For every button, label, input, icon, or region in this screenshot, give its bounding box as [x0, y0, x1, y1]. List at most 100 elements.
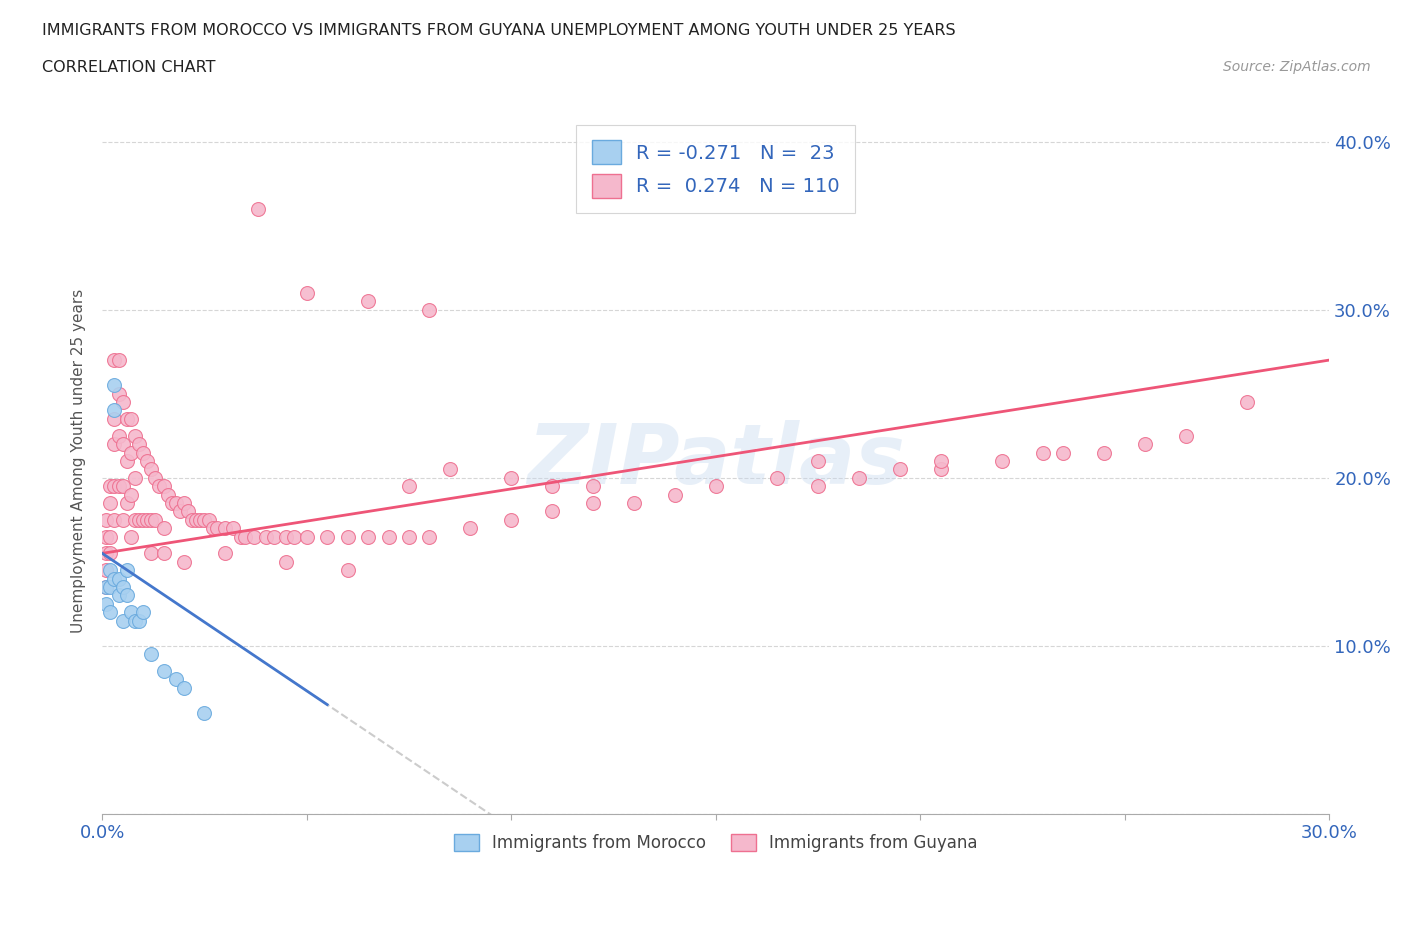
Point: [254, 529, 277, 544]
Point: [115, 411, 138, 426]
Point: [439, 462, 461, 477]
Point: [152, 521, 174, 536]
Point: [704, 479, 727, 494]
Point: [173, 554, 195, 569]
Point: [165, 672, 187, 687]
Point: [1092, 445, 1115, 460]
Point: [541, 504, 564, 519]
Point: [145, 471, 167, 485]
Point: [460, 521, 482, 536]
Point: [214, 521, 236, 536]
Text: CORRELATION CHART: CORRELATION CHART: [42, 60, 215, 75]
Point: [418, 529, 440, 544]
Point: [222, 521, 245, 536]
Point: [96, 563, 118, 578]
Point: [1236, 394, 1258, 409]
Point: [664, 487, 686, 502]
Point: [124, 428, 146, 443]
Point: [193, 706, 215, 721]
Point: [205, 521, 228, 536]
Point: [103, 437, 125, 452]
Point: [103, 512, 125, 527]
Point: [848, 471, 870, 485]
Text: Source: ZipAtlas.com: Source: ZipAtlas.com: [1223, 60, 1371, 74]
Point: [141, 546, 163, 561]
Point: [190, 512, 212, 527]
Point: [145, 512, 167, 527]
Point: [807, 454, 830, 469]
Point: [152, 663, 174, 678]
Point: [103, 571, 125, 586]
Point: [169, 504, 191, 519]
Point: [100, 546, 122, 561]
Point: [96, 579, 118, 594]
Point: [418, 302, 440, 317]
Point: [96, 512, 118, 527]
Point: [141, 462, 163, 477]
Point: [120, 487, 142, 502]
Point: [107, 386, 129, 401]
Point: [111, 479, 134, 494]
Point: [132, 512, 155, 527]
Point: [148, 479, 170, 494]
Point: [929, 454, 952, 469]
Point: [103, 378, 125, 392]
Point: [186, 512, 208, 527]
Point: [111, 512, 134, 527]
Point: [1135, 437, 1157, 452]
Point: [103, 352, 125, 367]
Point: [246, 202, 269, 217]
Point: [100, 579, 122, 594]
Point: [100, 529, 122, 544]
Point: [103, 411, 125, 426]
Point: [111, 613, 134, 628]
Point: [193, 512, 215, 527]
Point: [100, 479, 122, 494]
Point: [1175, 428, 1198, 443]
Point: [201, 521, 224, 536]
Point: [231, 529, 253, 544]
Point: [115, 496, 138, 511]
Point: [128, 437, 150, 452]
Point: [152, 479, 174, 494]
Point: [103, 479, 125, 494]
Point: [398, 479, 420, 494]
Point: [929, 462, 952, 477]
Point: [136, 454, 159, 469]
Point: [136, 512, 159, 527]
Point: [766, 471, 789, 485]
Point: [115, 454, 138, 469]
Point: [173, 496, 195, 511]
Point: [357, 294, 380, 309]
Point: [357, 529, 380, 544]
Text: IMMIGRANTS FROM MOROCCO VS IMMIGRANTS FROM GUYANA UNEMPLOYMENT AMONG YOUTH UNDER: IMMIGRANTS FROM MOROCCO VS IMMIGRANTS FR…: [42, 23, 956, 38]
Point: [115, 563, 138, 578]
Point: [132, 445, 155, 460]
Point: [235, 529, 257, 544]
Point: [242, 529, 264, 544]
Point: [111, 579, 134, 594]
Point: [120, 445, 142, 460]
Point: [152, 546, 174, 561]
Point: [124, 471, 146, 485]
Point: [1032, 445, 1054, 460]
Point: [107, 428, 129, 443]
Point: [107, 571, 129, 586]
Point: [623, 496, 645, 511]
Legend: Immigrants from Morocco, Immigrants from Guyana: Immigrants from Morocco, Immigrants from…: [447, 827, 984, 858]
Point: [96, 546, 118, 561]
Point: [128, 613, 150, 628]
Point: [160, 496, 183, 511]
Point: [398, 529, 420, 544]
Point: [100, 604, 122, 619]
Point: [177, 504, 200, 519]
Point: [377, 529, 399, 544]
Point: [132, 604, 155, 619]
Point: [103, 403, 125, 418]
Point: [316, 529, 339, 544]
Point: [263, 529, 285, 544]
Point: [111, 394, 134, 409]
Point: [100, 563, 122, 578]
Point: [100, 496, 122, 511]
Point: [156, 487, 179, 502]
